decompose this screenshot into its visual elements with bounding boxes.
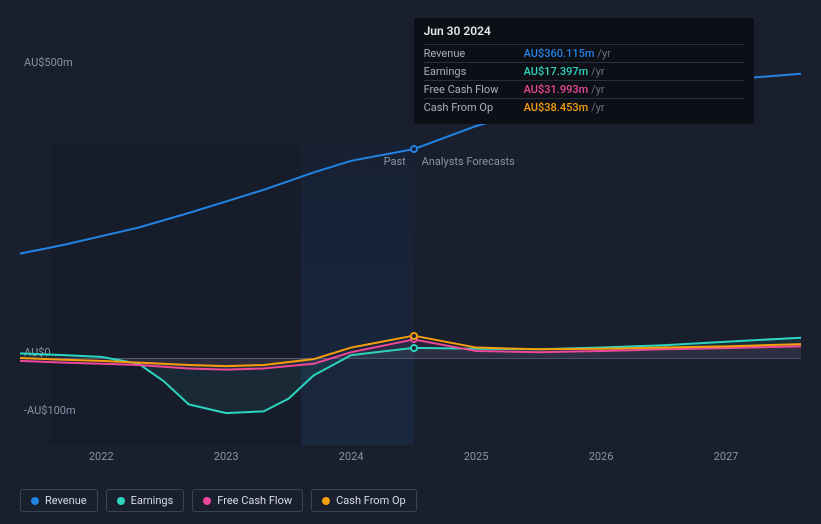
tooltip-row: RevenueAU$360.115m/yr	[424, 44, 744, 62]
x-axis-label: 2027	[714, 450, 739, 463]
tooltip-metric-value: AU$38.453m	[524, 101, 589, 114]
tooltip-metric-label: Revenue	[424, 47, 524, 60]
tooltip-date: Jun 30 2024	[424, 24, 744, 42]
tooltip-unit: /yr	[591, 101, 604, 114]
legend-label: Earnings	[131, 494, 174, 507]
tooltip-metric-label: Free Cash Flow	[424, 83, 524, 96]
tooltip-metric-label: Cash From Op	[424, 101, 524, 114]
legend-label: Cash From Op	[336, 494, 406, 507]
tooltip-row: EarningsAU$17.397m/yr	[424, 62, 744, 80]
legend-item-earnings[interactable]: Earnings	[106, 489, 185, 512]
tooltip-row: Cash From OpAU$38.453m/yr	[424, 98, 744, 116]
tooltip-metric-label: Earnings	[424, 65, 524, 78]
tooltip-unit: /yr	[591, 65, 604, 78]
past-section-label: Past	[384, 155, 406, 168]
legend-label: Revenue	[45, 494, 87, 507]
x-axis-label: 2022	[89, 450, 114, 463]
legend-dot-icon	[31, 497, 39, 505]
tooltip-unit: /yr	[597, 47, 610, 60]
tooltip-metric-value: AU$17.397m	[524, 65, 589, 78]
x-axis-label: 2023	[214, 450, 239, 463]
legend-dot-icon	[322, 497, 330, 505]
tooltip-unit: /yr	[591, 83, 604, 96]
legend-dot-icon	[117, 497, 125, 505]
marker-cfo	[410, 332, 418, 340]
x-axis-label: 2026	[589, 450, 614, 463]
forecast-section-label: Analysts Forecasts	[422, 155, 515, 168]
legend: Revenue Earnings Free Cash Flow Cash From O…	[20, 489, 417, 512]
tooltip-metric-value: AU$360.115m	[524, 47, 595, 60]
marker-earnings	[410, 344, 418, 352]
chart-tooltip: Jun 30 2024 RevenueAU$360.115m/yrEarning…	[414, 18, 754, 124]
legend-item-free-cash-flow[interactable]: Free Cash Flow	[192, 489, 303, 512]
tooltip-row: Free Cash FlowAU$31.993m/yr	[424, 80, 744, 98]
legend-dot-icon	[203, 497, 211, 505]
x-axis-label: 2024	[339, 450, 364, 463]
legend-item-revenue[interactable]: Revenue	[20, 489, 98, 512]
legend-item-cash-from-op[interactable]: Cash From Op	[311, 489, 417, 512]
tooltip-metric-value: AU$31.993m	[524, 83, 589, 96]
legend-label: Free Cash Flow	[217, 494, 292, 507]
x-axis-label: 2025	[464, 450, 489, 463]
marker-revenue	[410, 145, 418, 153]
